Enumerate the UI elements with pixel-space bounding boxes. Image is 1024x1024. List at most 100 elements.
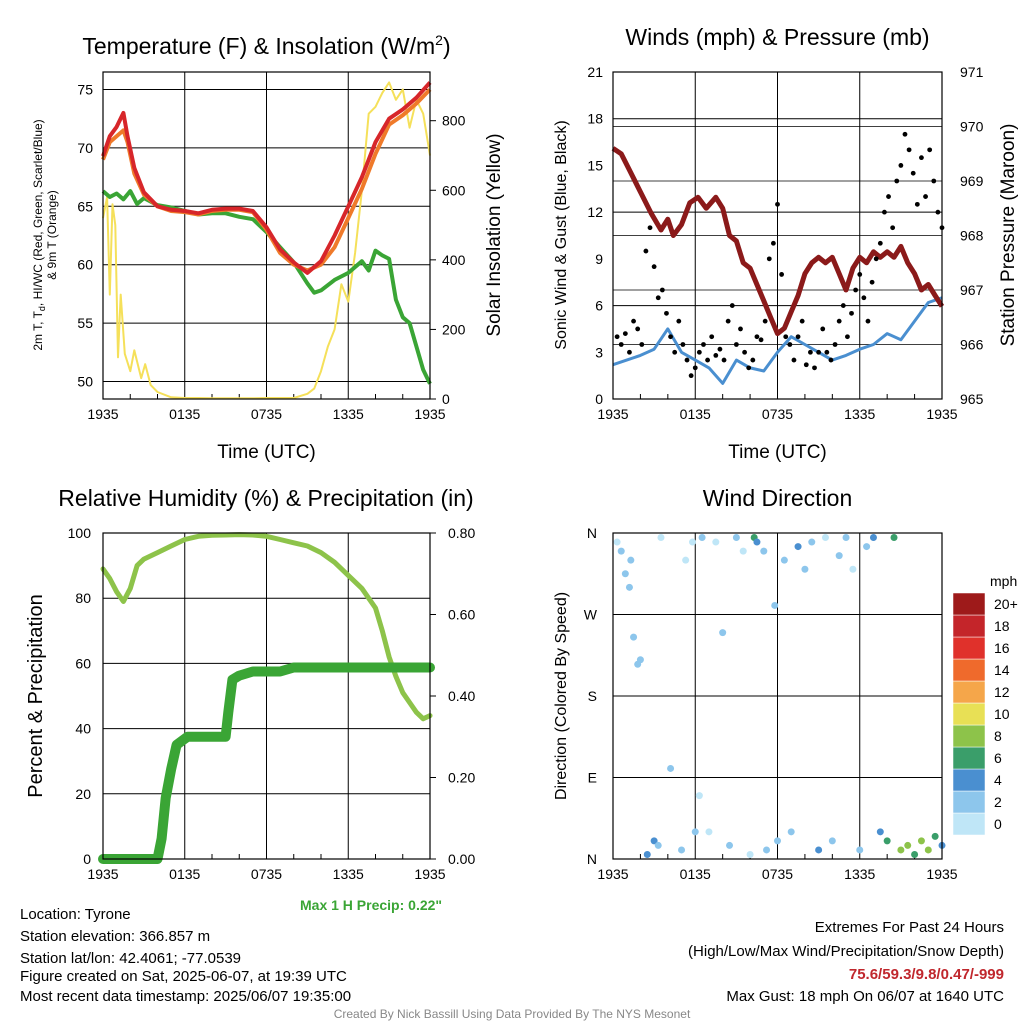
colorbar-label: 14 [994,662,1010,678]
panel-winds: 1935 0135 0735 1335 193503691215182196596696… [553,24,1019,463]
gust-point [639,342,645,347]
y2-tick-label: 971 [960,64,984,80]
x-tick-label: 1935 [87,406,118,422]
gust-point [865,318,871,324]
gust-point [622,331,628,336]
y-tick-label: 60 [75,655,91,671]
y-axis-label: Direction (Colored By Speed) [553,592,570,800]
y-tick-label: 21 [587,64,603,80]
direction-point [835,552,843,560]
pressure-line [611,146,945,337]
max-precip-annotation: Max 1 H Precip: 0.22" [300,897,443,913]
gust-point [746,365,752,371]
station-location: Location: Tyrone [20,906,131,923]
gust-point [709,334,715,340]
gust-point [717,346,723,352]
direction-point [794,543,802,551]
gust-point [664,310,669,316]
gust-point [861,295,867,301]
gust-point [701,342,706,347]
gust-point [721,357,727,363]
y-tick-label: 20 [75,786,91,802]
y2-tick-label: 800 [442,113,466,129]
direction-point [876,828,884,836]
direction-point [856,846,864,854]
gust-point [857,272,863,277]
gust-point [890,225,896,231]
colorbar-swatch [952,768,986,792]
direction-point [763,846,771,854]
direction-point [732,534,740,542]
direction-point [621,570,629,578]
gust-point [680,342,686,347]
gust-point [627,349,632,355]
gust-point [647,225,653,231]
gust-point [795,334,801,340]
x-tick-label: 0135 [169,406,200,422]
gust-point [799,318,805,324]
chart-title: Temperature (F) & Insolation (W/m2) [82,32,450,59]
x-tick-label: 1935 [87,866,118,882]
gust-point [631,318,636,324]
extremes-heading: Extremes For Past 24 Hours [814,919,1004,936]
station-latlon: Station lat/lon: 42.4061; -77.0539 [20,950,242,967]
gust-point [614,334,620,340]
y2-axis-label: Solar Insolation (Yellow) [484,133,505,336]
y2-tick-label: 0.00 [448,851,475,867]
y2-tick-label: 0 [442,391,450,407]
gust-point [935,209,941,215]
gust-point [742,349,747,355]
direction-point [698,534,706,542]
y-tick-label: N [587,525,597,541]
gust-point [882,209,887,215]
plot-frame [612,532,943,860]
y-tick-label: 3 [595,344,603,360]
x-tick-label: 1935 [414,866,445,882]
y-tick-label: 18 [587,111,603,127]
gust-point [828,357,834,363]
rh-line [100,532,433,722]
gust-point [824,349,830,355]
y-axis-label: Sonic Wind & Gust (Blue, Black) [553,120,570,349]
gust-point [869,279,875,285]
gust-point [836,318,842,324]
plot-frame [102,532,431,860]
x-tick-label: 1335 [844,866,875,882]
y-axis-label: 2m T, Td, HI/WC (Red, Green, Scarlet/Blu… [31,119,47,350]
extremes-values: 75.6/59.3/9.8/0.47/-999 [848,966,1004,983]
gust-point [618,342,624,347]
gust-point [853,287,859,293]
gust-point [733,342,739,347]
direction-point [689,538,697,546]
y-tick-label: 100 [68,525,92,541]
gust-point [750,357,756,363]
wind-line [612,296,943,385]
direction-point [883,837,891,845]
gust-point [684,357,690,363]
max-gust: Max Gust: 18 mph On 06/07 at 1640 UTC [726,988,1004,1005]
gust-point [705,357,710,363]
direction-point [780,556,788,564]
direction-point [787,828,795,836]
direction-point [678,846,686,854]
direction-point [863,543,871,551]
gust-point [672,349,678,355]
y2-tick-label: 966 [960,337,984,353]
station-elevation: Station elevation: 366.857 m [20,928,211,945]
gust-point [931,178,937,184]
y-tick-label: 50 [77,373,93,389]
direction-point [719,629,727,637]
direction-point [726,841,734,849]
gust-point [775,201,780,207]
gust-point [692,365,698,371]
y-tick-label: S [588,688,597,704]
gust-point [676,318,682,324]
y-tick-label: 0 [595,391,603,407]
colorbar-swatch [952,680,986,704]
y-tick-label: N [587,851,597,867]
gust-point [770,240,776,246]
y2-tick-label: 968 [960,228,984,244]
y-tick-label: 80 [75,590,91,606]
y-tick-label: W [584,607,598,623]
gust-point [787,342,793,347]
